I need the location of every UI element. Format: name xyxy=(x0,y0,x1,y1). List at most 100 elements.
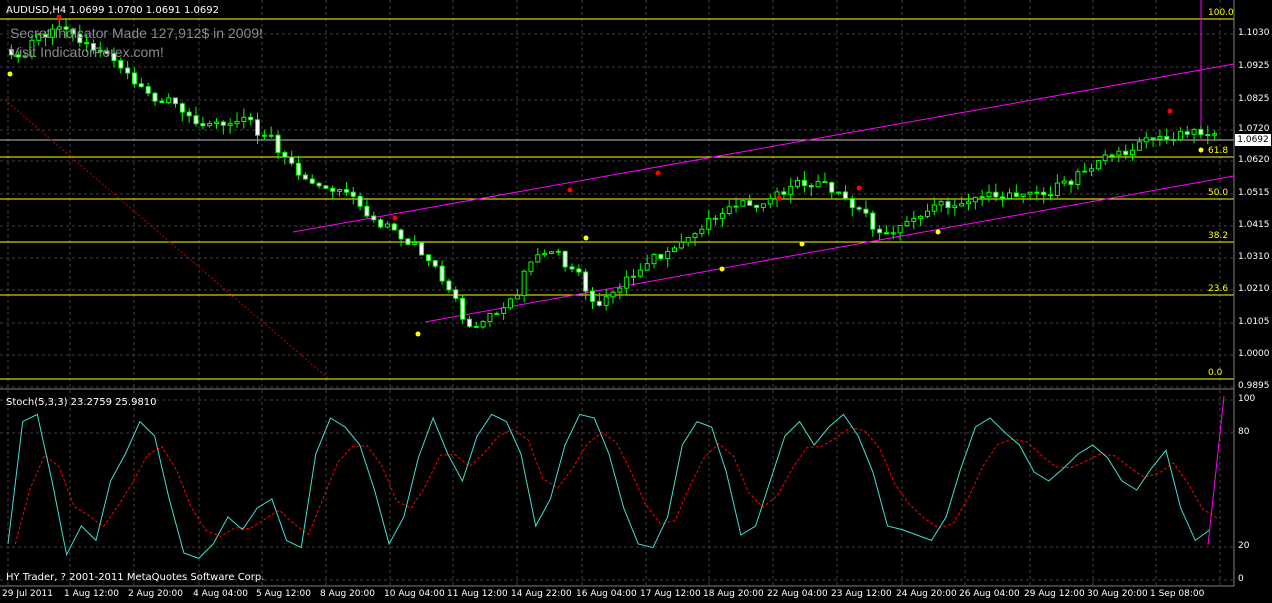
fractal-markers xyxy=(7,14,1204,337)
fractal-down-marker xyxy=(799,241,805,247)
candle-body xyxy=(979,196,985,199)
candle-body xyxy=(931,204,937,212)
candle-body xyxy=(617,287,623,293)
candle-body xyxy=(1095,160,1101,170)
candle-body xyxy=(665,251,671,260)
candle-body xyxy=(343,189,349,193)
candle-body xyxy=(637,269,643,277)
fractal-up-marker xyxy=(856,185,862,191)
time-tick-label: 1 Sep 08:00 xyxy=(1150,589,1205,599)
candle-body xyxy=(631,275,637,278)
time-tick-label: 11 Aug 12:00 xyxy=(447,589,508,599)
candle-body xyxy=(302,174,308,180)
price-tick-label: 1.0925 xyxy=(1238,61,1270,71)
watermark-text: Secret Indicator Made 127,912$ in 2009! … xyxy=(10,24,263,62)
candle-body xyxy=(911,217,917,222)
candle-body xyxy=(877,228,883,234)
price-channel[interactable] xyxy=(4,63,1235,381)
candle-body xyxy=(706,217,712,230)
stoch-trend-line[interactable] xyxy=(1207,395,1225,546)
fib-level-label: 50.0 xyxy=(1208,188,1229,198)
candle-body xyxy=(460,297,466,320)
candle-body xyxy=(473,325,479,328)
stochastic-title: Stoch(5,3,3) 23.2759 25.9810 xyxy=(6,397,157,408)
candle-body xyxy=(323,185,329,189)
price-tick-label: 1.0620 xyxy=(1238,155,1270,165)
candle-body xyxy=(870,212,876,230)
candle-body xyxy=(685,237,691,243)
candle-body xyxy=(8,49,14,56)
candle-body xyxy=(548,251,554,254)
candle-body xyxy=(152,92,158,102)
candle-body xyxy=(405,238,411,245)
candle-body xyxy=(528,261,534,272)
candle-body xyxy=(883,232,889,235)
candle-body xyxy=(70,28,76,35)
candle-body xyxy=(220,121,226,126)
fibonacci-retracement[interactable] xyxy=(0,0,1234,380)
candle-body xyxy=(1123,150,1129,156)
candle-body xyxy=(815,181,821,188)
candle-body xyxy=(1136,141,1142,151)
candle-body xyxy=(412,242,418,245)
fib-level-label: 100.0 xyxy=(1208,8,1234,18)
price-tick-label: 1.0310 xyxy=(1238,252,1270,262)
candle-body xyxy=(672,247,678,253)
channel-lower-line[interactable] xyxy=(424,175,1235,323)
candle-body xyxy=(214,121,220,124)
candle-body xyxy=(350,191,356,197)
candle-body xyxy=(781,191,787,195)
price-tick-label: 1.0000 xyxy=(1238,349,1270,359)
candle-body xyxy=(1150,137,1156,140)
candle-body xyxy=(159,100,165,104)
candle-body xyxy=(289,156,295,164)
candle-body xyxy=(856,207,862,210)
candle-body xyxy=(1164,136,1170,141)
candle-body xyxy=(918,215,924,219)
candle-body xyxy=(145,86,151,94)
candle-body xyxy=(446,280,452,291)
channel-upper-line[interactable] xyxy=(292,63,1235,233)
candle-body xyxy=(466,318,472,327)
candle-body xyxy=(111,52,117,62)
candle-body xyxy=(1082,170,1088,173)
candle-body xyxy=(507,298,513,309)
candle-body xyxy=(678,241,684,249)
fib-level-label: 0.0 xyxy=(1208,368,1223,378)
candle-body xyxy=(713,217,719,220)
candle-body xyxy=(1212,133,1218,136)
candle-body xyxy=(555,250,561,253)
stoch-signal-line xyxy=(14,426,1218,545)
candle-body xyxy=(268,134,274,137)
candle-body xyxy=(487,312,493,323)
trend-line[interactable] xyxy=(4,99,331,381)
price-tick-label: 1.0415 xyxy=(1238,220,1270,230)
price-tick-label: 1.0210 xyxy=(1238,284,1270,294)
candle-body xyxy=(49,28,55,38)
candle-body xyxy=(22,55,28,58)
candle-body xyxy=(118,60,124,69)
time-tick-label: 24 Aug 20:00 xyxy=(896,589,957,599)
time-tick-label: 2 Aug 20:00 xyxy=(128,589,183,599)
candle-body xyxy=(131,72,137,85)
candle-body xyxy=(432,260,438,267)
fractal-up-marker xyxy=(655,170,661,176)
copyright-text: HY Trader, ? 2001-2011 MetaQuotes Softwa… xyxy=(6,572,265,583)
fib-level-label: 38.2 xyxy=(1208,231,1229,241)
stoch-main-line xyxy=(7,413,1211,559)
candle-body xyxy=(179,103,185,113)
fractal-down-marker xyxy=(7,71,13,77)
candle-body xyxy=(398,229,404,240)
candle-body xyxy=(1143,137,1149,143)
candle-body xyxy=(972,196,978,203)
candle-body xyxy=(514,295,520,300)
candle-body xyxy=(1177,131,1183,141)
price-tick-label: 1.0105 xyxy=(1238,317,1270,327)
stochastic-oscillator xyxy=(7,395,1225,559)
candle-body xyxy=(241,116,247,123)
candle-body xyxy=(384,223,390,228)
fractal-up-marker xyxy=(392,215,398,221)
price-tick-label: 1.0720 xyxy=(1238,124,1270,134)
candle-body xyxy=(138,83,144,88)
